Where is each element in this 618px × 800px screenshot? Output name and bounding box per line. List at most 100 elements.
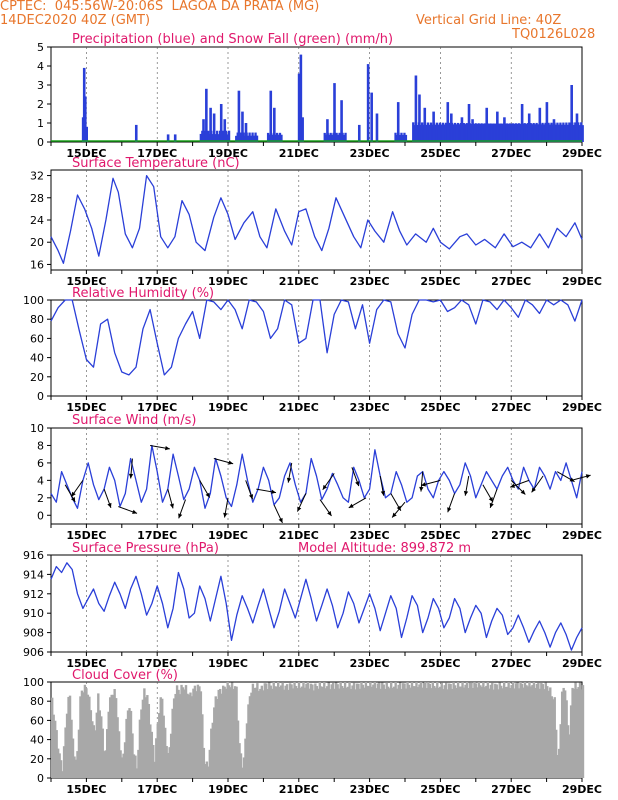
cloud-bar bbox=[198, 686, 201, 778]
precip-bar bbox=[535, 122, 538, 142]
cloud-bar bbox=[94, 730, 97, 778]
cloud-bar bbox=[141, 699, 145, 778]
cloud-bar bbox=[68, 695, 72, 778]
cloud-bar bbox=[97, 693, 100, 778]
cloud-bar bbox=[392, 686, 396, 778]
wind-arrowhead bbox=[585, 474, 591, 479]
precip-bar bbox=[432, 111, 435, 142]
cloud-bar bbox=[363, 687, 366, 778]
precip-bar bbox=[527, 113, 531, 142]
cloud-bar bbox=[265, 683, 268, 778]
precip-bar bbox=[85, 126, 88, 142]
cloud-bar bbox=[406, 682, 409, 778]
precip-bar bbox=[249, 135, 253, 142]
cloud-bar bbox=[346, 686, 350, 778]
cloud-bar bbox=[464, 684, 467, 778]
cloud-xtick-label: 27DEC bbox=[491, 783, 531, 796]
cloud-bar bbox=[348, 682, 351, 778]
precip-bar bbox=[460, 117, 464, 142]
cloud-bar bbox=[497, 689, 500, 778]
precip-bar bbox=[335, 132, 338, 142]
wind-xtick-label: 23DEC bbox=[350, 529, 390, 542]
cloud-bar bbox=[279, 685, 283, 778]
precip-bar bbox=[273, 107, 276, 142]
cloud-ytick-label: 0 bbox=[37, 772, 44, 785]
cloud-bar bbox=[65, 713, 69, 778]
cloud-bar bbox=[465, 682, 469, 778]
wind-arrowhead bbox=[392, 512, 397, 518]
cloud-bar bbox=[205, 761, 209, 778]
precip-bar bbox=[505, 123, 509, 142]
cloud-bar bbox=[190, 696, 194, 778]
cloud-bar bbox=[165, 746, 168, 778]
precip-bar bbox=[252, 135, 256, 142]
cloud-bar bbox=[214, 696, 217, 778]
cloud-bar bbox=[262, 690, 265, 778]
cloud-bar bbox=[79, 696, 82, 778]
cloud-bar bbox=[132, 754, 136, 778]
temp-xtick-label: 19DEC bbox=[208, 275, 248, 288]
wind-frame bbox=[50, 427, 583, 525]
wind-arrowhead bbox=[327, 511, 332, 516]
wind-arrowhead bbox=[355, 481, 360, 487]
precip-bar bbox=[470, 124, 473, 142]
cloud-bar bbox=[183, 689, 186, 778]
cloud-bar bbox=[202, 747, 206, 778]
cloud-bar bbox=[403, 683, 406, 778]
cloud-bar bbox=[92, 725, 96, 778]
cloud-bar bbox=[367, 685, 371, 778]
precip-bar bbox=[496, 111, 499, 142]
cloud-bar bbox=[56, 748, 60, 778]
cloud-bar bbox=[129, 710, 133, 778]
cloud-bar bbox=[98, 710, 101, 778]
cloud-bar bbox=[385, 682, 388, 778]
cloud-bar bbox=[268, 682, 271, 778]
precip-bar bbox=[572, 124, 575, 142]
cloud-bar bbox=[575, 688, 579, 778]
cloud-bar bbox=[181, 687, 185, 778]
cloud-bar bbox=[153, 761, 156, 778]
precip-bar bbox=[581, 125, 584, 142]
precip-bar bbox=[83, 96, 87, 142]
cloud-bar bbox=[401, 683, 405, 778]
wind-xtick-label: 15DEC bbox=[66, 529, 106, 542]
cloud-bar bbox=[274, 686, 277, 778]
precip-bar bbox=[547, 122, 550, 142]
cloud-bar bbox=[501, 688, 504, 778]
cloud-bar bbox=[309, 683, 313, 778]
cloud-bar bbox=[566, 725, 570, 778]
precip-bar bbox=[403, 132, 406, 142]
cloud-bar bbox=[64, 727, 67, 778]
pres-ytick-label: 912 bbox=[23, 588, 44, 601]
cloud-bar bbox=[187, 694, 191, 778]
cloud-bar bbox=[149, 724, 152, 778]
cloud-bar bbox=[73, 756, 76, 778]
wind-arrowhead bbox=[520, 489, 526, 495]
cloud-bar bbox=[77, 729, 81, 778]
cloud-bar bbox=[163, 727, 167, 778]
cloud-bar bbox=[498, 682, 501, 778]
precip-bar bbox=[456, 122, 459, 142]
precip-panel: 0 1 2 3 4 5 15DEC 17DEC 19DEC 21DEC 23DEC 25DEC 27DE… bbox=[37, 32, 602, 160]
cloud-bar bbox=[511, 682, 515, 778]
precip-bar bbox=[503, 117, 506, 142]
precip-bar bbox=[556, 122, 559, 142]
pres-xtick-label: 21DEC bbox=[279, 657, 319, 670]
cloud-bar bbox=[513, 688, 516, 778]
cloud-bar bbox=[544, 682, 548, 778]
precip-bar bbox=[269, 90, 273, 142]
cloud-bar bbox=[126, 710, 130, 778]
cloud-bar bbox=[156, 723, 159, 778]
cloud-bar bbox=[395, 688, 399, 778]
cloud-bar bbox=[467, 688, 470, 778]
cloud-bar bbox=[568, 734, 571, 778]
cloud-bar bbox=[343, 682, 347, 778]
cloud-bar bbox=[107, 711, 110, 778]
cloud-bar bbox=[407, 684, 411, 778]
precip-bar bbox=[552, 119, 556, 142]
cloud-bar bbox=[517, 688, 521, 778]
cloud-bar bbox=[394, 682, 397, 778]
cloud-bar bbox=[504, 686, 507, 778]
precip-bar bbox=[338, 132, 341, 142]
cloud-bar bbox=[381, 682, 384, 778]
